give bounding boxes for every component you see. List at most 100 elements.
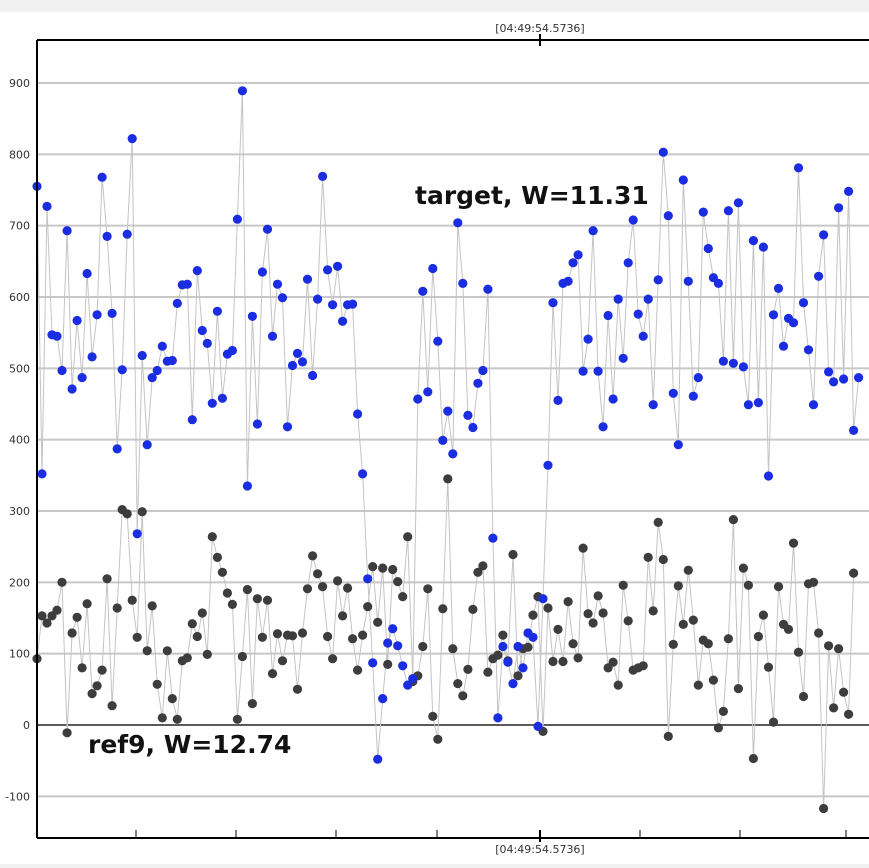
y-tick-label: 800 xyxy=(9,148,30,161)
ref9-point xyxy=(212,552,222,563)
target-point xyxy=(328,300,338,310)
target-point xyxy=(758,242,769,252)
ref9-point xyxy=(713,723,724,733)
ref9-point xyxy=(673,581,683,591)
target-point xyxy=(358,469,368,479)
target-point xyxy=(82,268,92,279)
target-point xyxy=(117,365,127,375)
ref9-point xyxy=(398,592,408,602)
ref9-point xyxy=(297,628,308,638)
ref9-point xyxy=(237,651,247,662)
target-point xyxy=(182,279,192,289)
ref9-point xyxy=(202,649,212,660)
target-point xyxy=(668,388,678,398)
target-point xyxy=(854,373,864,383)
target-point xyxy=(788,318,799,328)
target-point xyxy=(267,331,278,341)
target-point xyxy=(518,663,528,673)
ref9-point xyxy=(448,644,458,654)
ref9-point xyxy=(753,631,764,642)
target-point xyxy=(798,298,809,308)
ref9-point xyxy=(313,569,323,579)
target-point xyxy=(803,345,814,355)
ref9-point xyxy=(277,656,288,666)
ref9-point xyxy=(222,588,232,598)
target-point xyxy=(793,163,804,173)
target-point xyxy=(493,713,503,723)
ref9-point xyxy=(172,714,182,724)
target-point xyxy=(87,352,97,362)
ref9-point xyxy=(42,618,52,628)
ref9-point xyxy=(162,646,172,656)
ref9-point xyxy=(768,717,779,727)
ref9-point xyxy=(473,567,483,577)
axis-layer xyxy=(36,34,869,842)
ref9-point xyxy=(62,728,72,738)
target-point xyxy=(488,533,498,543)
target-point xyxy=(438,435,448,445)
ref9-point xyxy=(849,568,859,578)
target-point xyxy=(633,309,643,319)
ref9-point xyxy=(758,610,769,620)
ref9-point xyxy=(428,711,438,722)
ref9-point xyxy=(839,687,849,697)
target-point xyxy=(42,201,52,211)
ref9-point xyxy=(328,654,338,664)
target-point xyxy=(398,661,408,671)
target-point xyxy=(683,276,693,286)
target-point xyxy=(107,308,117,318)
target-point xyxy=(814,271,824,281)
ref9-annotation: ref9, W=12.74 xyxy=(88,730,291,759)
ref9-point xyxy=(733,684,744,694)
ref9-point xyxy=(368,562,378,572)
ref9-point xyxy=(643,552,653,563)
ref9-point xyxy=(668,639,678,650)
ref9-point xyxy=(743,580,754,590)
target-point xyxy=(543,460,553,470)
target-point xyxy=(333,261,343,271)
ref9-point xyxy=(583,609,593,619)
target-point xyxy=(383,638,393,648)
target-point xyxy=(473,378,483,388)
ref9-point xyxy=(358,630,368,640)
ref9-point xyxy=(192,631,202,642)
ref9-point xyxy=(82,599,92,609)
target-point xyxy=(302,274,313,284)
ref9-point xyxy=(318,582,328,592)
target-annotation: target, W=11.31 xyxy=(415,181,649,210)
ref9-point xyxy=(92,681,102,691)
target-point xyxy=(453,218,463,228)
ref9-point xyxy=(458,691,468,701)
target-point xyxy=(703,243,713,254)
target-point xyxy=(378,694,388,704)
y-tick-labels: 900 800 700 600 500 400 300 200 100 0 -100 xyxy=(5,77,30,803)
ref9-point xyxy=(814,628,824,638)
target-point xyxy=(262,224,273,234)
target-point xyxy=(338,316,348,326)
ref9-point xyxy=(122,509,132,519)
ref9-point xyxy=(383,659,393,670)
target-point xyxy=(563,276,573,286)
target-point xyxy=(768,310,779,320)
target-point xyxy=(72,315,82,326)
target-point xyxy=(187,415,197,425)
target-point xyxy=(673,440,683,450)
ref9-point xyxy=(773,582,784,592)
x-marker-label-top: [04:49:54.5736] xyxy=(495,22,584,35)
target-point xyxy=(628,215,638,225)
target-point xyxy=(257,267,267,277)
target-point xyxy=(538,594,548,604)
target-point xyxy=(698,207,708,217)
target-point xyxy=(778,341,789,351)
ref9-point xyxy=(493,650,503,660)
target-point xyxy=(663,211,673,221)
ref9-point xyxy=(548,656,558,667)
target-point xyxy=(247,311,257,321)
target-point xyxy=(598,422,608,432)
target-point xyxy=(738,362,749,372)
target-point xyxy=(413,394,423,404)
target-point xyxy=(528,632,538,642)
target-point xyxy=(237,86,247,96)
target-point xyxy=(137,350,147,361)
ref9-point xyxy=(608,657,618,667)
